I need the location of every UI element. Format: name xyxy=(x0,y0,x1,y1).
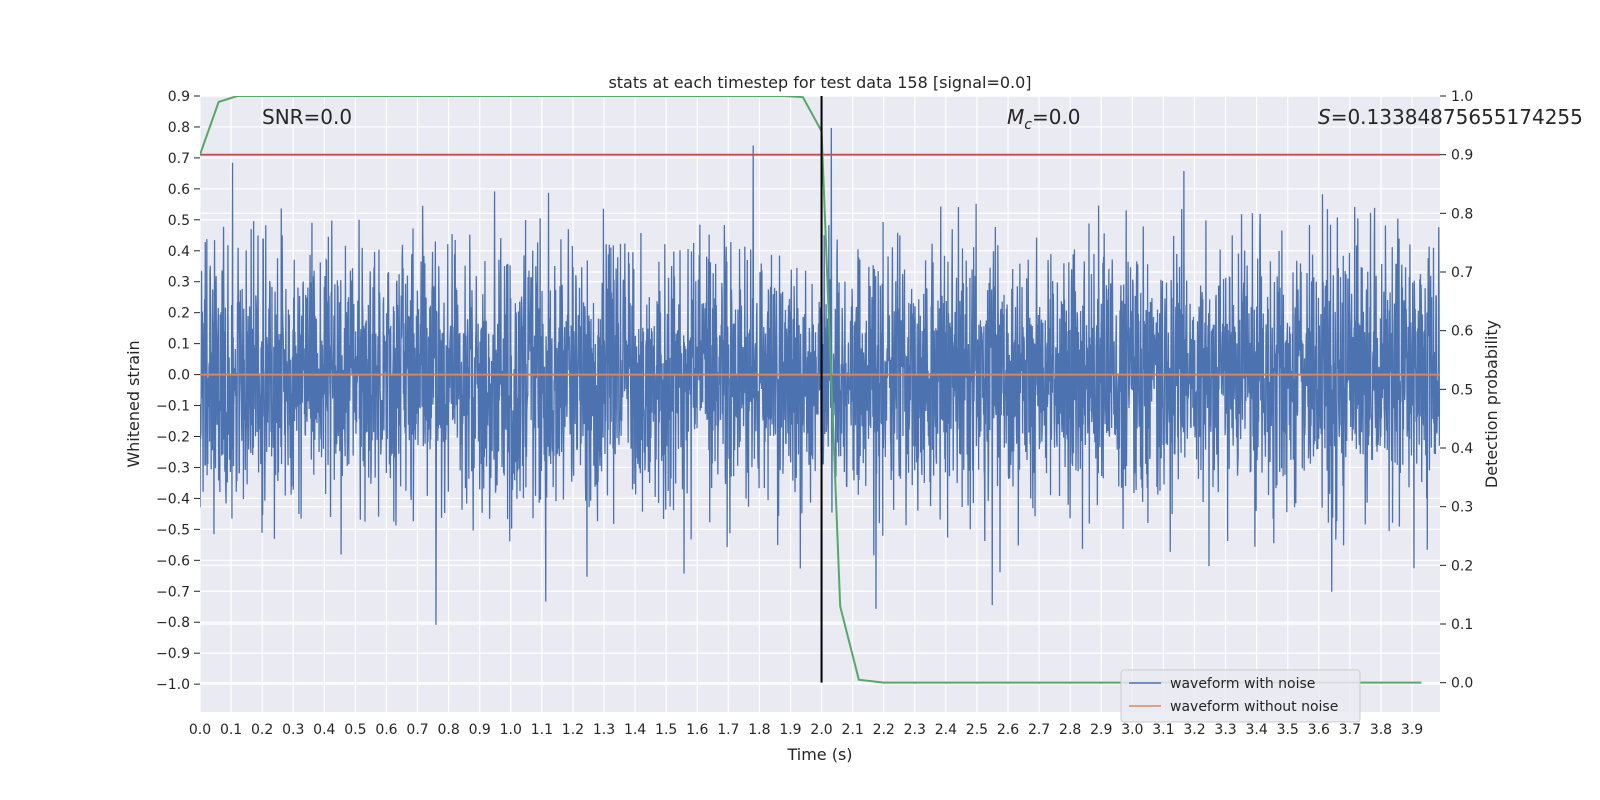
chart-title: stats at each timestep for test data 158… xyxy=(608,73,1031,92)
x-tick-label: 1.9 xyxy=(779,722,801,738)
y-axis-label: Whitened strain xyxy=(124,340,143,467)
x-tick-label: 3.0 xyxy=(1121,722,1143,738)
legend: waveform with noise waveform without noi… xyxy=(1120,669,1361,723)
x-tick-label: 0.0 xyxy=(189,722,211,738)
x-tick-label: 0.2 xyxy=(251,722,273,738)
mc-value: =0.0 xyxy=(1032,105,1081,129)
x-axis-label: Time (s) xyxy=(786,745,852,764)
y-tick-label: −0.3 xyxy=(156,460,190,476)
y2-tick-label: 0.8 xyxy=(1451,206,1473,222)
x-tick-label: 1.4 xyxy=(624,722,646,738)
x-tick-label: 0.3 xyxy=(282,722,304,738)
x-tick-label: 3.9 xyxy=(1401,722,1423,738)
x-tick-label: 2.9 xyxy=(1090,722,1112,738)
y-tick-label: −0.9 xyxy=(156,646,190,662)
x-tick-label: 1.8 xyxy=(748,722,770,738)
y-tick-label: −0.4 xyxy=(156,491,190,507)
x-tick-label: 3.4 xyxy=(1246,722,1268,738)
y-tick-label: −0.5 xyxy=(156,522,190,538)
x-tick-label: 1.5 xyxy=(655,722,677,738)
s-value: =0.13384875655174255 xyxy=(1331,105,1583,129)
y2-tick-label: 0.0 xyxy=(1451,676,1473,692)
x-tick-label: 1.0 xyxy=(500,722,522,738)
y-tick-label: −0.7 xyxy=(156,584,190,600)
y-tick-label: 0.2 xyxy=(168,306,190,322)
legend-box xyxy=(1120,669,1361,723)
x-tick-label: 0.8 xyxy=(437,722,459,738)
x-tick-label: 0.1 xyxy=(220,722,242,738)
y-tick-label: 0.4 xyxy=(168,244,190,260)
x-tick-label: 0.4 xyxy=(313,722,335,738)
y-tick-label: 0.1 xyxy=(168,337,190,353)
x-tick-label: 2.3 xyxy=(904,722,926,738)
y2-axis-ticks: 1.0 0.9 0.8 0.7 0.6 0.5 0.4 0.3 0.2 0.1 0.0 xyxy=(1440,89,1473,692)
y-tick-label: 0.5 xyxy=(168,213,190,229)
y-tick-label: −1.0 xyxy=(156,677,190,693)
y2-tick-label: 0.9 xyxy=(1451,148,1473,164)
x-tick-label: 1.3 xyxy=(593,722,615,738)
x-tick-label: 2.6 xyxy=(997,722,1019,738)
y-tick-label: 0.3 xyxy=(168,275,190,291)
y-axis-ticks: 0.9 0.8 0.7 0.6 0.5 0.4 0.3 0.2 0.1 0.0 −0.1 −0.2 −0… xyxy=(156,89,200,693)
y2-tick-label: 0.2 xyxy=(1451,558,1473,574)
x-tick-label: 2.5 xyxy=(966,722,988,738)
snr-annotation: SNR=0.0 xyxy=(262,105,352,129)
y2-tick-label: 0.4 xyxy=(1451,441,1473,457)
x-tick-label: 2.0 xyxy=(810,722,832,738)
x-tick-label: 1.1 xyxy=(531,722,553,738)
x-tick-label: 2.7 xyxy=(1028,722,1050,738)
x-tick-label: 1.2 xyxy=(562,722,584,738)
y2-tick-label: 0.7 xyxy=(1451,265,1473,281)
y-tick-label: −0.2 xyxy=(156,430,190,446)
mc-symbol: M xyxy=(1007,105,1024,129)
y-tick-label: 0.9 xyxy=(168,89,190,105)
y-tick-label: 0.8 xyxy=(168,120,190,136)
y-tick-label: 0.0 xyxy=(168,368,190,384)
x-tick-label: 3.8 xyxy=(1370,722,1392,738)
y2-axis-label: Detection probability xyxy=(1482,320,1501,488)
y-tick-label: −0.1 xyxy=(156,399,190,415)
y2-tick-label: 0.3 xyxy=(1451,500,1473,516)
y-tick-label: 0.7 xyxy=(168,151,190,167)
x-tick-label: 2.1 xyxy=(841,722,863,738)
x-tick-label: 3.5 xyxy=(1277,722,1299,738)
x-tick-label: 1.7 xyxy=(717,722,739,738)
y2-tick-label: 1.0 xyxy=(1451,89,1473,105)
x-tick-label: 0.9 xyxy=(469,722,491,738)
x-tick-label: 0.5 xyxy=(344,722,366,738)
s-annotation: S=0.13384875655174255 xyxy=(1318,105,1583,129)
x-axis-ticks: 0.0 0.1 0.2 0.3 0.4 0.5 0.6 0.7 0.8 0.9 1.0 1.1 1.2 1… xyxy=(189,722,1423,738)
x-tick-label: 1.6 xyxy=(686,722,708,738)
y-tick-label: −0.8 xyxy=(156,615,190,631)
y2-tick-label: 0.1 xyxy=(1451,617,1473,633)
s-symbol: S xyxy=(1318,105,1331,129)
legend-label-clean: waveform without noise xyxy=(1170,699,1338,715)
y-tick-label: 0.6 xyxy=(168,182,190,198)
x-tick-label: 0.6 xyxy=(375,722,397,738)
mc-subscript: c xyxy=(1024,117,1032,133)
x-tick-label: 3.6 xyxy=(1308,722,1330,738)
y2-tick-label: 0.6 xyxy=(1451,324,1473,340)
detection-probability-line xyxy=(200,96,1422,684)
legend-label-noise: waveform with noise xyxy=(1170,676,1315,692)
x-tick-label: 3.7 xyxy=(1339,722,1361,738)
x-tick-label: 2.4 xyxy=(935,722,957,738)
x-tick-label: 3.2 xyxy=(1183,722,1205,738)
x-tick-label: 3.1 xyxy=(1152,722,1174,738)
y-tick-label: −0.6 xyxy=(156,553,190,569)
mc-annotation: Mc=0.0 xyxy=(1007,105,1081,133)
x-tick-label: 3.3 xyxy=(1214,722,1236,738)
x-tick-label: 2.8 xyxy=(1059,722,1081,738)
x-tick-label: 2.2 xyxy=(873,722,895,738)
overlay-layer xyxy=(200,96,1440,684)
x-tick-label: 0.7 xyxy=(406,722,428,738)
y2-tick-label: 0.5 xyxy=(1451,382,1473,398)
